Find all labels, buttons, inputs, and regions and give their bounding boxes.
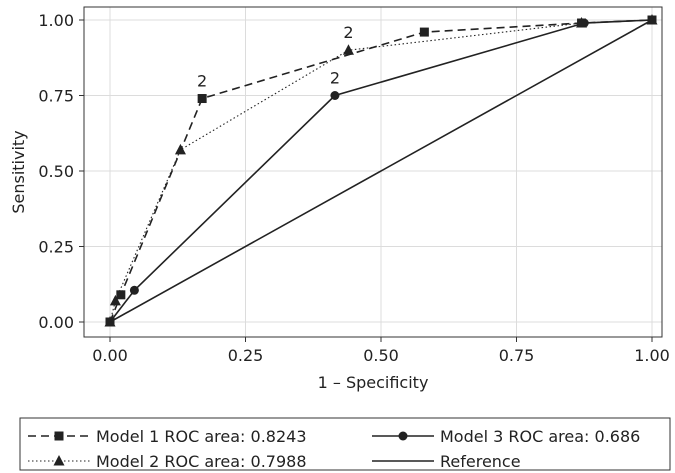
series-line [109, 19, 653, 323]
data-point-triangle [342, 44, 354, 55]
data-point-square [116, 290, 126, 300]
series-group [104, 14, 658, 327]
series-1 [105, 15, 657, 327]
data-point-square [105, 317, 115, 327]
y-tick-label: 0.00 [38, 313, 74, 332]
legend-label: Model 3 ROC area: 0.686 [440, 427, 640, 446]
x-tick-label: 0.25 [228, 346, 264, 365]
point-annotation: 2 [197, 72, 207, 91]
point-annotation: 2 [330, 69, 340, 88]
legend-swatch-marker [54, 431, 64, 441]
y-axis-label: Sensitivity [9, 130, 28, 213]
data-point-circle [330, 91, 340, 100]
legend: Model 1 ROC area: 0.8243 Model 3 ROC area… [19, 417, 671, 471]
legend-item: Model 1 ROC area: 0.8243 [28, 427, 307, 446]
y-tick-label: 0.75 [38, 87, 74, 106]
point-annotation: 2 [343, 23, 353, 42]
plot-area-frame [83, 6, 663, 338]
legend-swatch-marker [53, 455, 65, 466]
x-tick-label: 0.50 [363, 346, 399, 365]
data-point-square [647, 15, 657, 25]
data-point-square [577, 18, 587, 28]
axis-ticks: 0.00 0.25 0.50 0.75 1.00 0.00 0.25 0.50 0.75 1.00 [38, 11, 669, 365]
legend-label: Model 1 ROC area: 0.8243 [96, 427, 307, 446]
data-point-circle [129, 285, 139, 295]
data-point-square [419, 27, 429, 37]
legend-box [19, 417, 671, 471]
x-axis-label: 1 – Specificity [318, 373, 429, 392]
annotations: 2 2 2 [197, 23, 354, 90]
legend-item: Reference [372, 452, 521, 471]
x-tick-label: 1.00 [634, 346, 670, 365]
legend-item: Model 3 ROC area: 0.686 [372, 427, 640, 446]
x-tick-label: 0.00 [92, 346, 128, 365]
legend-label: Model 2 ROC area: 0.7988 [96, 452, 307, 471]
x-tick-label: 0.75 [499, 346, 535, 365]
data-point-square [197, 94, 207, 104]
legend-label: Reference [440, 452, 521, 471]
y-tick-label: 1.00 [38, 11, 74, 30]
legend-item: Model 2 ROC area: 0.7988 [28, 452, 307, 471]
y-tick-label: 0.50 [38, 162, 74, 181]
series-4 [109, 19, 653, 323]
legend-swatch-marker [398, 431, 408, 441]
y-tick-label: 0.25 [38, 238, 74, 257]
series-line [109, 19, 653, 323]
